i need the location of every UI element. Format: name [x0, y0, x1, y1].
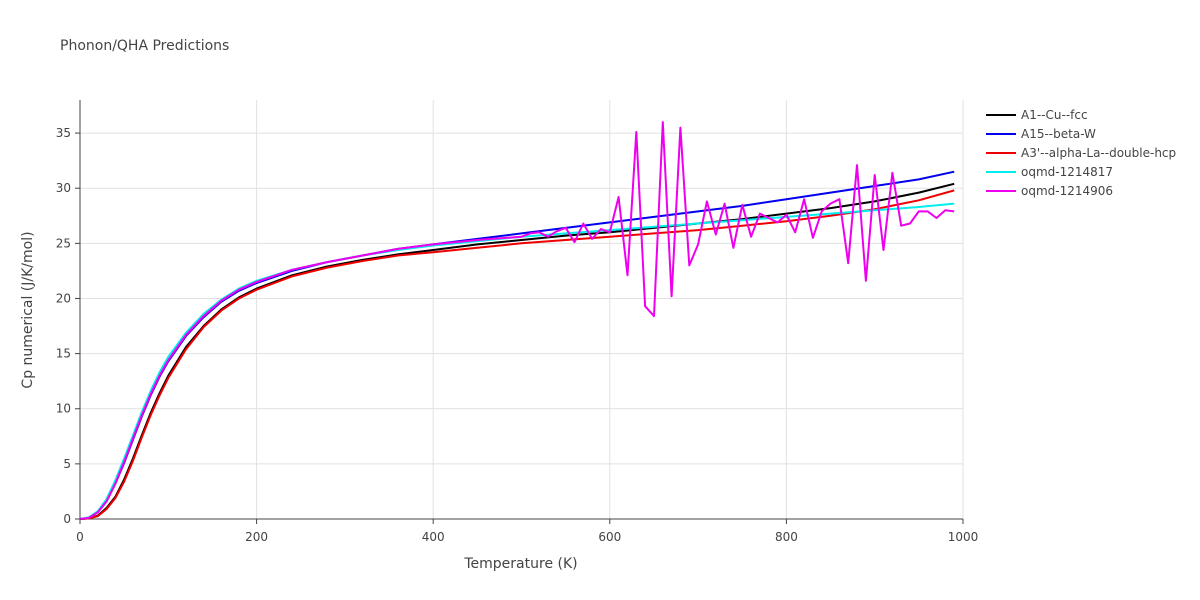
- chart-title: Phonon/QHA Predictions: [60, 38, 229, 54]
- legend-item[interactable]: A15--beta-W: [986, 127, 1096, 141]
- series-line-oqmd-1214906: [79, 121, 955, 520]
- x-axis-title: Temperature (K): [463, 556, 577, 572]
- y-tick-label: 30: [56, 181, 71, 195]
- legend-item[interactable]: A3'--alpha-La--double-hcp: [986, 146, 1176, 160]
- series-line-a15-beta-w: [79, 170, 955, 520]
- y-tick-label: 20: [56, 291, 71, 305]
- legend-label: oqmd-1214817: [1021, 165, 1113, 179]
- ticks: 0 200 400 600 800 1000 0 5 10 15 20 25 30 35: [56, 126, 979, 544]
- y-tick-label: 15: [56, 347, 71, 361]
- x-tick-label: 800: [775, 530, 798, 544]
- legend-item[interactable]: oqmd-1214817: [986, 165, 1113, 179]
- y-tick-label: 35: [56, 126, 71, 140]
- series-line-oqmd-1214817: [79, 202, 955, 520]
- x-tick-label: 1000: [948, 530, 979, 544]
- y-tick-label: 0: [63, 512, 71, 526]
- x-tick-label: 600: [598, 530, 621, 544]
- series-line-a3-alpha-la-double-hcp: [79, 189, 955, 520]
- axes: [79, 100, 963, 520]
- x-tick-label: 200: [245, 530, 268, 544]
- y-tick-label: 25: [56, 236, 71, 250]
- grid: [80, 100, 964, 519]
- legend-label: A1--Cu--fcc: [1021, 108, 1088, 122]
- legend-item[interactable]: oqmd-1214906: [986, 184, 1113, 198]
- x-tick-label: 0: [76, 530, 84, 544]
- y-tick-label: 10: [56, 402, 71, 416]
- legend-label: A15--beta-W: [1021, 127, 1096, 141]
- x-tick-label: 400: [422, 530, 445, 544]
- y-axis-title: Cp numerical (J/K/mol): [20, 231, 36, 388]
- legend-item[interactable]: A1--Cu--fcc: [986, 108, 1088, 122]
- legend-label: A3'--alpha-La--double-hcp: [1021, 146, 1176, 160]
- legend: A1--Cu--fcc A15--beta-W A3'--alpha-La--dou…: [986, 108, 1176, 198]
- legend-label: oqmd-1214906: [1021, 184, 1113, 198]
- series-group: [79, 121, 955, 520]
- y-tick-label: 5: [63, 457, 71, 471]
